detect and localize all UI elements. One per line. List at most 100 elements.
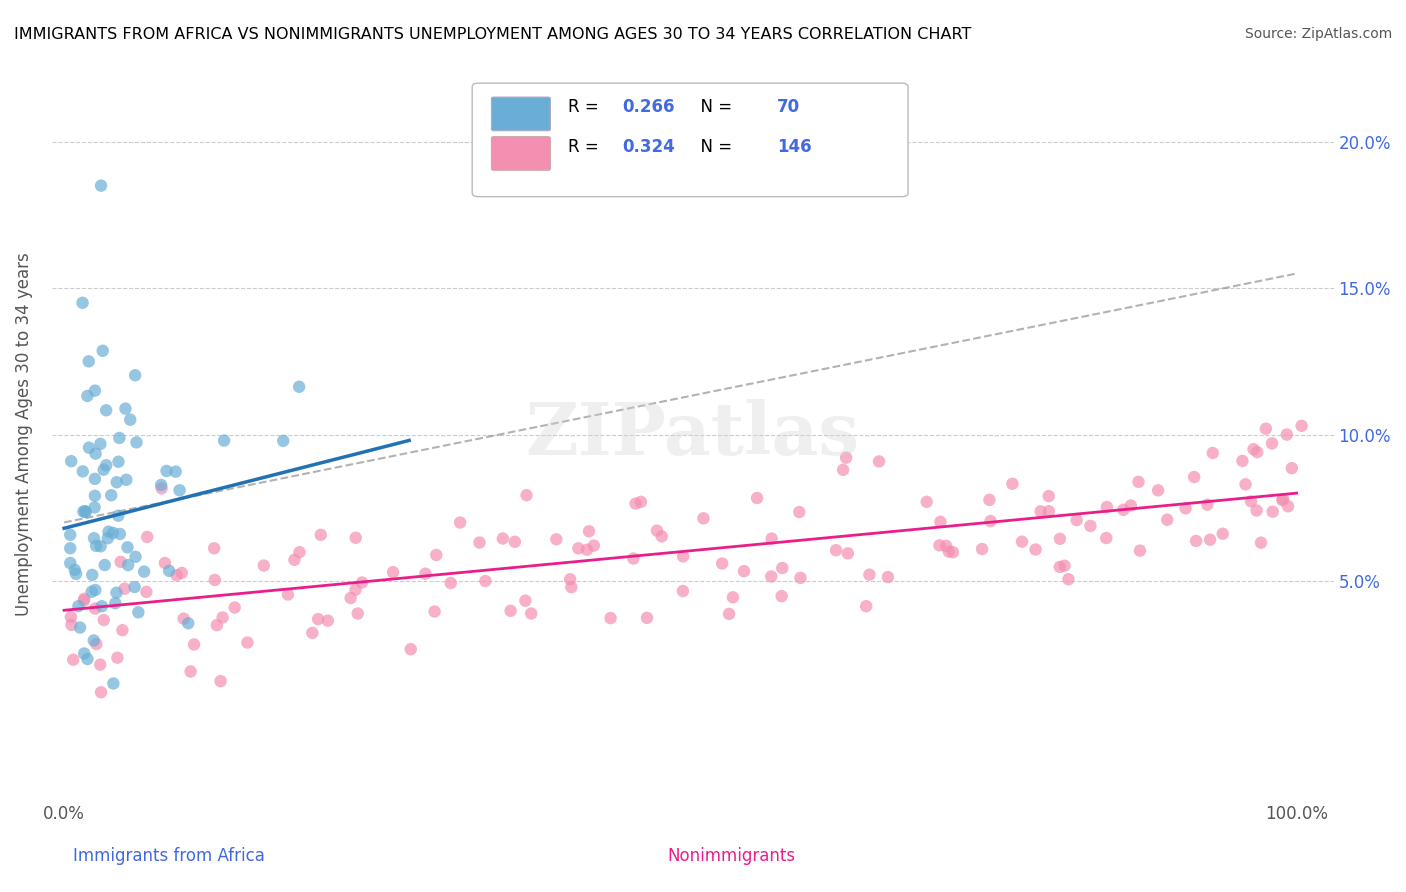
Text: R =: R = (568, 138, 605, 156)
FancyBboxPatch shape (492, 136, 550, 170)
Point (492, 532, 515, 546)
Point (928, 538, 950, 552)
Point (1174, 501, 1197, 516)
Point (1240, 494, 1263, 508)
Point (858, 567, 880, 582)
Text: N =: N = (690, 138, 738, 156)
Point (90, 178, 112, 193)
Point (1243, 442, 1265, 457)
Point (90, 539, 112, 553)
Point (62, 653, 84, 667)
FancyBboxPatch shape (492, 97, 550, 131)
Point (645, 524, 668, 538)
Point (59, 610, 82, 624)
Point (761, 532, 783, 546)
Point (150, 478, 173, 492)
Point (104, 596, 127, 610)
Point (855, 599, 877, 614)
Point (835, 450, 858, 465)
Point (180, 665, 202, 679)
Point (1199, 533, 1222, 547)
Point (72, 464, 94, 478)
Point (1147, 483, 1170, 498)
Point (1080, 519, 1102, 533)
Point (423, 605, 446, 619)
Text: Immigrants from Africa: Immigrants from Africa (73, 847, 264, 864)
Point (166, 568, 188, 582)
Point (211, 610, 233, 624)
Point (86, 637, 108, 651)
Point (1202, 446, 1225, 460)
Point (515, 593, 537, 607)
Point (346, 607, 368, 621)
Point (745, 491, 768, 505)
Point (83, 500, 105, 515)
Point (309, 528, 332, 542)
Point (155, 464, 177, 478)
Point (711, 557, 734, 571)
Point (75, 504, 97, 518)
Point (1066, 513, 1088, 527)
Point (73, 591, 96, 606)
Point (89, 657, 111, 672)
Point (624, 497, 647, 511)
Point (1272, 492, 1295, 507)
Point (84, 539, 107, 553)
Point (105, 585, 128, 599)
Point (449, 516, 471, 530)
Point (90, 685, 112, 699)
Point (672, 549, 695, 564)
Point (277, 587, 299, 601)
Point (183, 638, 205, 652)
Point (877, 570, 900, 584)
Point (339, 591, 361, 605)
Point (718, 607, 741, 621)
Point (721, 591, 744, 605)
Point (76, 652, 98, 666)
Point (1254, 422, 1277, 436)
Point (165, 465, 187, 479)
Point (93, 463, 115, 477)
Point (173, 612, 195, 626)
Point (89, 437, 111, 451)
Point (111, 624, 134, 638)
Point (127, 605, 149, 619)
Point (75, 505, 97, 519)
Point (761, 569, 783, 583)
Point (107, 508, 129, 523)
Point (636, 611, 658, 625)
Point (415, 566, 437, 581)
Point (124, 549, 146, 564)
Point (970, 541, 993, 556)
Point (399, 642, 422, 657)
Point (204, 573, 226, 587)
Point (117, 558, 139, 573)
Point (770, 589, 793, 603)
Point (283, 553, 305, 567)
Point (1053, 558, 1076, 573)
Point (82, 567, 104, 582)
Point (1049, 560, 1071, 574)
Point (101, 525, 124, 540)
Point (93, 558, 115, 572)
Point (672, 584, 695, 599)
Point (1277, 500, 1299, 514)
Point (83, 531, 105, 545)
Point (468, 535, 491, 549)
Point (91, 343, 114, 358)
Point (100, 488, 122, 502)
Point (67, 599, 90, 614)
Point (72, 505, 94, 519)
Point (1129, 543, 1152, 558)
Text: 0.266: 0.266 (623, 98, 675, 116)
Text: 70: 70 (778, 98, 800, 116)
Point (72, 295, 94, 310)
Point (105, 475, 128, 490)
Point (1057, 572, 1080, 586)
Point (83, 472, 105, 486)
Text: IMMIGRANTS FROM AFRICA VS NONIMMIGRANTS UNEMPLOYMENT AMONG AGES 30 TO 34 YEARS C: IMMIGRANTS FROM AFRICA VS NONIMMIGRANTS … (14, 27, 972, 42)
Text: ZIPatlas: ZIPatlas (526, 399, 859, 470)
Point (1212, 526, 1234, 541)
Point (1156, 513, 1178, 527)
Point (868, 454, 890, 468)
